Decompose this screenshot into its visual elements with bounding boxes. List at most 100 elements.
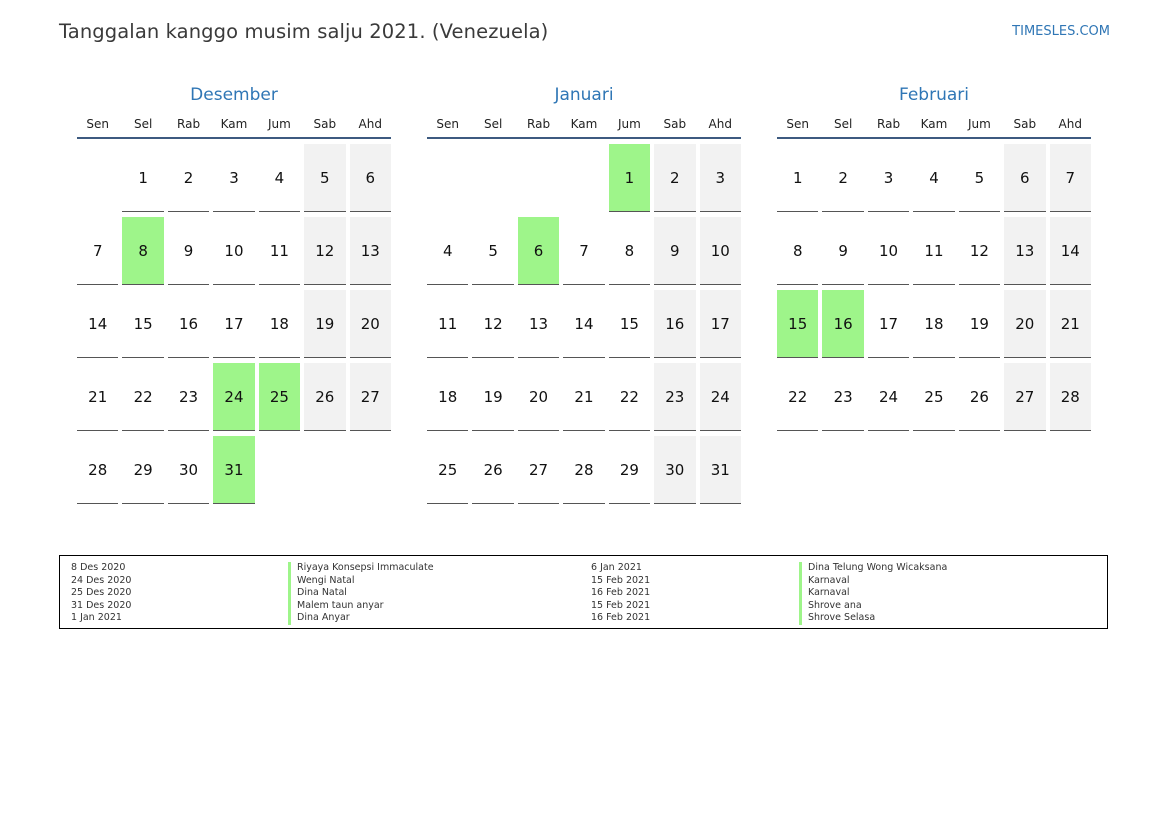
day-cell: 4 <box>913 144 955 212</box>
weekday-label: Jum <box>967 117 991 131</box>
weekday-header: Sen Sel Rab Kam Jum Sab Ahd <box>427 111 741 139</box>
holiday-legend: 8 Des 2020 24 Des 2020 25 Des 2020 31 De… <box>59 555 1108 629</box>
day-cell: 1 <box>777 144 819 212</box>
day-cell: 30 <box>654 436 696 504</box>
legend-holiday-name: Dina Natal <box>288 587 434 600</box>
day-cell: 10 <box>699 217 741 285</box>
day-cell: 4 <box>258 144 301 212</box>
day-cell: 25 <box>258 363 301 431</box>
day-cell: 7 <box>77 217 119 285</box>
month-title: Desember <box>190 85 278 105</box>
week-row: 25 26 27 28 29 30 31 <box>427 436 741 505</box>
day-cell: 5 <box>472 217 514 285</box>
day-cell: 26 <box>958 363 1001 431</box>
day-cell: 27 <box>349 363 391 431</box>
weekday-label: Jum <box>617 117 641 131</box>
day-cell: 21 <box>77 363 119 431</box>
legend-holiday-name: Riyaya Konsepsi Immaculate <box>288 562 434 575</box>
day-cell: 14 <box>77 290 119 358</box>
day-cell: 12 <box>304 217 346 285</box>
day-cell: 28 <box>77 436 119 504</box>
legend-names-left: Riyaya Konsepsi Immaculate Wengi Natal D… <box>288 562 434 625</box>
day-cell: 16 <box>167 290 210 358</box>
month-grid: 1 2 3 4 5 6 7 8 9 10 11 12 13 14 15 16 17 18 19 20 21 22 23 24 2… <box>427 144 741 505</box>
legend-date: 16 Feb 2021 <box>591 612 651 623</box>
day-cell: 2 <box>167 144 210 212</box>
day-cell: 27 <box>517 436 560 504</box>
empty-day-cell <box>77 144 118 212</box>
day-cell: 24 <box>213 363 255 431</box>
legend-holiday-name: Karnaval <box>799 587 947 600</box>
legend-date: 31 Des 2020 <box>71 599 132 611</box>
day-cell: 6 <box>349 144 391 212</box>
day-cell: 22 <box>777 363 819 431</box>
day-cell: 8 <box>777 217 819 285</box>
week-row: 8 9 10 11 12 13 14 <box>777 217 1091 286</box>
day-cell: 10 <box>867 217 910 285</box>
weekday-label: Kam <box>220 117 248 131</box>
empty-day-cell <box>259 436 300 504</box>
day-cell: 22 <box>608 363 651 431</box>
day-cell: 28 <box>563 436 605 504</box>
legend-dates-right: 6 Jan 2021 15 Feb 2021 16 Feb 2021 15 Fe… <box>591 562 650 625</box>
day-cell: 20 <box>349 290 391 358</box>
day-cell: 15 <box>777 290 819 358</box>
weekday-label: Jum <box>267 117 291 131</box>
weekday-label: Ahd <box>708 117 732 131</box>
day-cell: 7 <box>563 217 605 285</box>
empty-day-cell <box>304 436 345 504</box>
weekday-label: Sel <box>833 117 853 131</box>
day-cell: 31 <box>699 436 741 504</box>
month-desember: Desember Sen Sel Rab Kam Jum Sab Ahd 1 2 3 4 5 6 7 8 9 10… <box>77 84 391 509</box>
day-cell: 18 <box>427 363 469 431</box>
day-cell: 26 <box>304 363 346 431</box>
day-cell: 15 <box>608 290 651 358</box>
day-cell: 13 <box>1004 217 1046 285</box>
day-cell: 10 <box>213 217 255 285</box>
week-row: 22 23 24 25 26 27 28 <box>777 363 1091 432</box>
day-cell: 29 <box>608 436 651 504</box>
site-link[interactable]: TIMESLES.COM <box>1012 24 1110 39</box>
day-cell: 1 <box>122 144 164 212</box>
day-cell: 3 <box>213 144 255 212</box>
day-cell: 12 <box>472 290 514 358</box>
week-row: 7 8 9 10 11 12 13 <box>77 217 391 286</box>
day-cell: 15 <box>122 290 164 358</box>
day-cell: 14 <box>563 290 605 358</box>
weekday-label: Sen <box>436 117 460 131</box>
legend-holiday-name: Wengi Natal <box>288 574 434 587</box>
day-cell: 13 <box>349 217 391 285</box>
day-cell: 19 <box>472 363 514 431</box>
day-cell: 17 <box>213 290 255 358</box>
day-cell: 17 <box>699 290 741 358</box>
day-cell: 16 <box>822 290 864 358</box>
day-cell: 20 <box>517 363 560 431</box>
day-cell: 2 <box>822 144 864 212</box>
day-cell: 27 <box>1004 363 1046 431</box>
weekday-label: Kam <box>920 117 948 131</box>
weekday-label: Sab <box>1013 117 1037 131</box>
legend-date: 16 Feb 2021 <box>591 587 651 598</box>
day-cell: 8 <box>608 217 651 285</box>
day-cell: 7 <box>1049 144 1091 212</box>
day-cell: 21 <box>1049 290 1091 358</box>
month-title: Januari <box>554 85 614 105</box>
empty-day-cell <box>350 436 391 504</box>
day-cell: 22 <box>122 363 164 431</box>
day-cell: 20 <box>1004 290 1046 358</box>
empty-day-cell <box>563 144 604 212</box>
page-title: Tanggalan kanggo musim salju 2021. (Vene… <box>59 20 549 43</box>
weekday-label: Ahd <box>358 117 382 131</box>
legend-holiday-name: Shrove Selasa <box>799 612 947 625</box>
day-cell: 16 <box>654 290 696 358</box>
day-cell: 19 <box>304 290 346 358</box>
day-cell: 18 <box>258 290 301 358</box>
legend-dates-left: 8 Des 2020 24 Des 2020 25 Des 2020 31 De… <box>71 562 131 625</box>
day-cell: 25 <box>427 436 469 504</box>
weekday-header: Sen Sel Rab Kam Jum Sab Ahd <box>77 111 391 139</box>
weekday-label: Sel <box>133 117 153 131</box>
empty-day-cell <box>518 144 559 212</box>
weekday-label: Sen <box>786 117 810 131</box>
